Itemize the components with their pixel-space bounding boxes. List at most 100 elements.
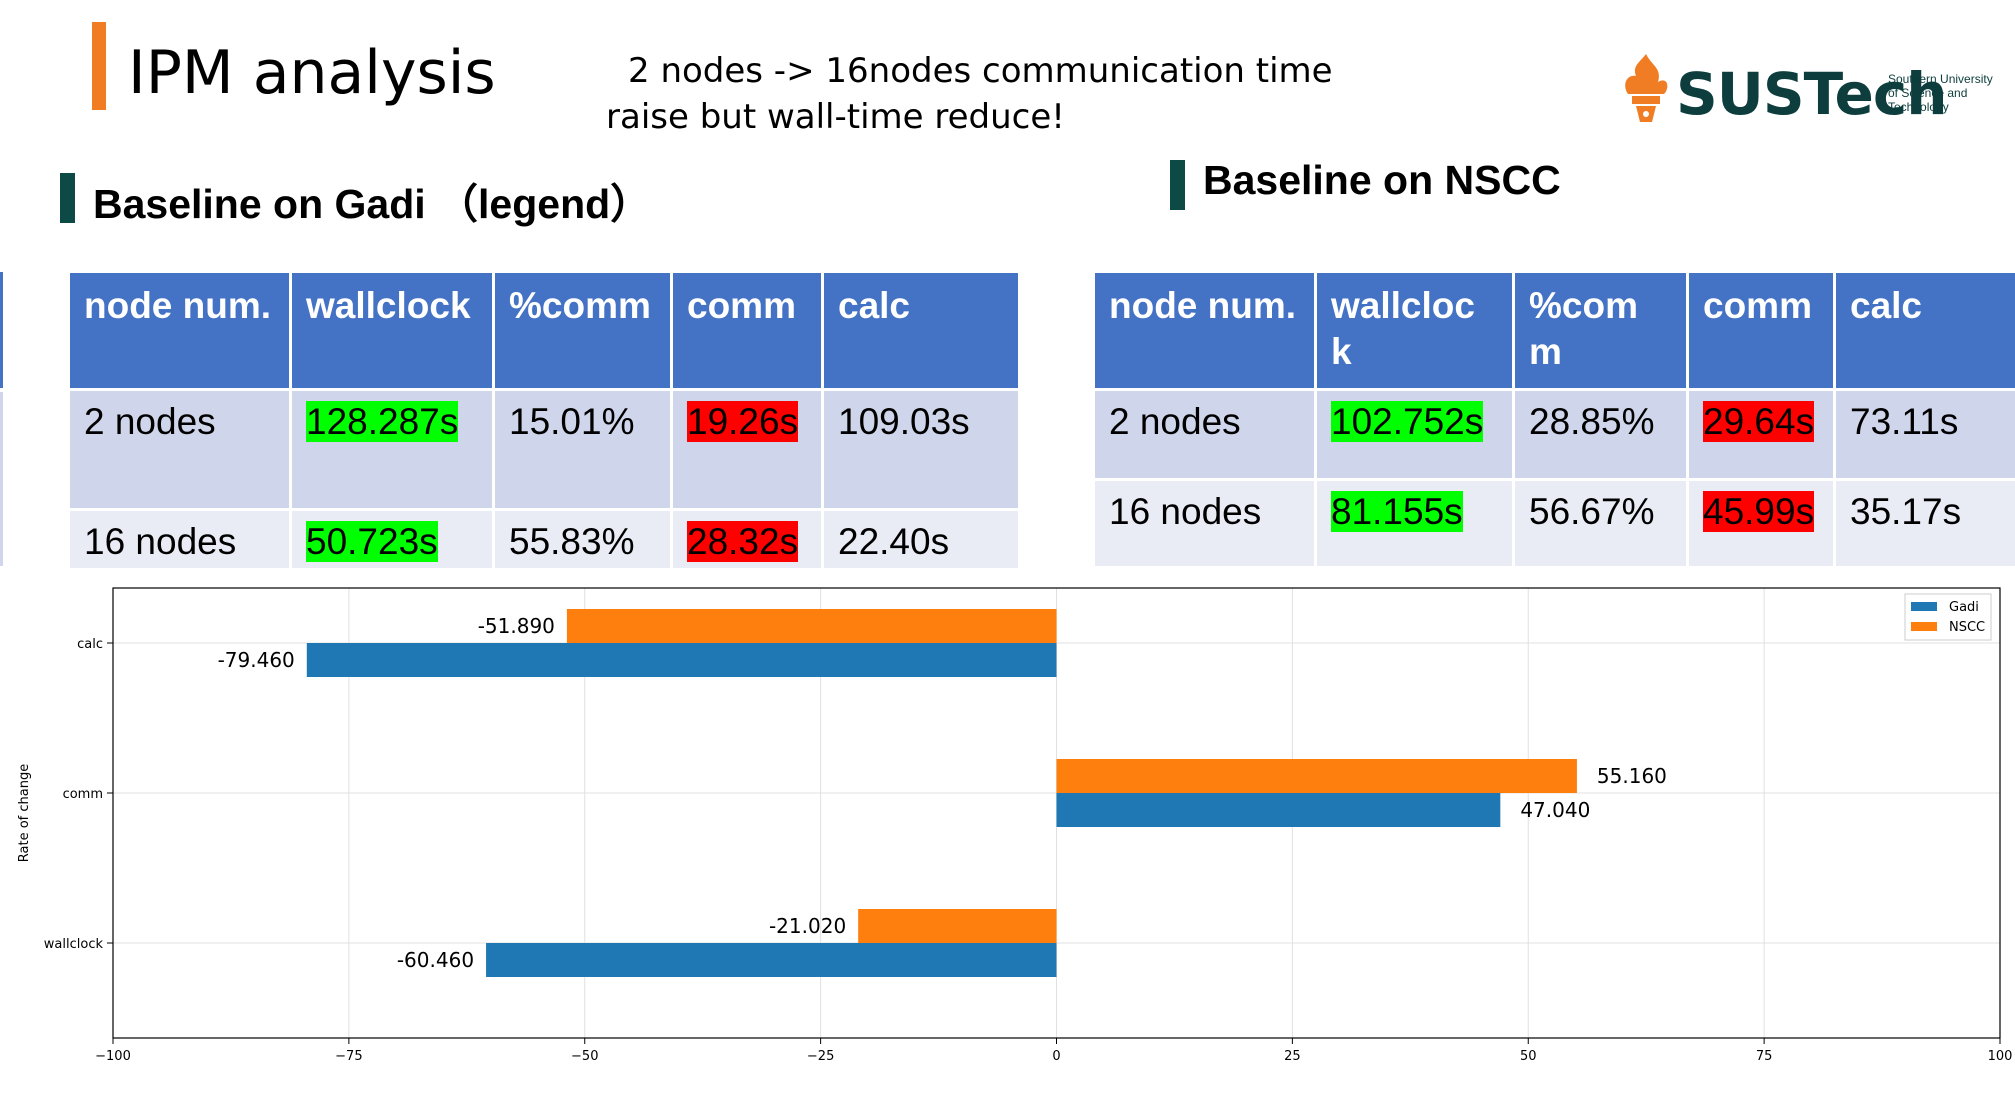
bar-gadi [486,943,1057,977]
nscc-table: node num. wallcloc k %com m comm calc 2 … [1092,270,2015,569]
gadi-col-node-num: node num. [67,270,292,391]
nscc-cell-comm: 45.99s [1686,478,1836,569]
gadi-table: node num. wallclock %comm comm calc 2 no… [67,270,1021,571]
x-tick-label: 25 [1284,1049,1301,1064]
table-row: 16 nodes 50.723s 55.83% 28.32s 22.40s [67,508,1021,571]
gadi-cell-comm: 28.32s [670,508,824,571]
gadi-cell-calc: 22.40s [821,508,1021,571]
nscc-col-comm: comm [1686,270,1836,391]
sustech-logo: SUSTech Southern University of Science a… [1618,52,2003,132]
x-tick-label: −100 [95,1049,131,1064]
logo-sub-line-3: Technology [1888,100,1949,114]
nscc-cell-nodes: 2 nodes [1092,388,1317,481]
nscc-cell-pct-comm: 56.67% [1512,478,1689,569]
chart-axes: −100 −75 −50 −25 0 25 50 75 100 calc comm wallclock… [17,587,2013,1064]
legend-label: NSCC [1949,620,1985,635]
gadi-heading-bar [60,173,75,223]
nscc-heading: Baseline on NSCC [1203,157,1561,203]
left-edge-decoration-2 [0,392,3,566]
data-label: 55.160 [1597,764,1667,788]
data-label: 47.040 [1520,798,1590,822]
data-label: -79.460 [218,648,295,672]
nscc-cell-calc: 35.17s [1833,478,2015,569]
y-tick-label: calc [77,637,103,652]
bar-gadi [306,643,1057,677]
gadi-col-wallclock: wallclock [289,270,495,391]
bar-nscc [566,609,1057,643]
y-axis-label: Rate of change [17,764,32,862]
subtitle-line-1: 2 nodes -> 16nodes communication time [628,51,1333,91]
highlighted-value: 81.155s [1331,491,1463,532]
nscc-cell-nodes: 16 nodes [1092,478,1317,569]
highlighted-value: 19.26s [687,401,799,442]
nscc-cell-wallclock: 81.155s [1314,478,1515,569]
nscc-col-calc: calc [1833,270,2015,391]
gadi-col-comm: comm [670,270,824,391]
table-row: 16 nodes 81.155s 56.67% 45.99s 35.17s [1092,478,2015,569]
gadi-cell-wallclock: 50.723s [289,508,495,571]
rate-of-change-chart: -51.890 -79.460 55.160 47.040 -21.020 -60.460… [17,587,2013,1064]
x-tick-label: −75 [335,1049,362,1064]
highlighted-value: 28.32s [687,521,799,562]
gadi-cell-pct-comm: 15.01% [492,388,673,511]
legend-swatch-nscc [1911,622,1937,631]
table-row: 2 nodes 128.287s 15.01% 19.26s 109.03s [67,388,1021,511]
title-accent-bar [92,22,106,110]
chart-legend: Gadi NSCC [1904,593,1992,641]
logo-subtext: Southern University of Science and Techn… [1888,72,1993,114]
nscc-cell-comm: 29.64s [1686,388,1836,481]
plot-frame [112,587,2001,1039]
nscc-header-row: node num. wallcloc k %com m comm calc [1092,270,2015,391]
y-tick-label: comm [63,787,103,802]
bar-nscc [858,909,1057,943]
gadi-col-pct-comm: %comm [492,270,673,391]
x-tick-label: 50 [1520,1049,1537,1064]
x-tick-label: −25 [807,1049,834,1064]
gadi-cell-comm: 19.26s [670,388,824,511]
x-tick-label: −50 [571,1049,598,1064]
page-title: IPM analysis [128,38,496,108]
table-row: 2 nodes 102.752s 28.85% 29.64s 73.11s [1092,388,2015,481]
gadi-cell-pct-comm: 55.83% [492,508,673,571]
nscc-col-node-num: node num. [1092,270,1317,391]
gadi-cell-calc: 109.03s [821,388,1021,511]
nscc-cell-calc: 73.11s [1833,388,2015,481]
legend-box [1904,593,1992,641]
nscc-col-wallclock: wallcloc k [1314,270,1515,391]
data-label: -51.890 [478,614,555,638]
nscc-cell-wallclock: 102.752s [1314,388,1515,481]
gadi-cell-nodes: 2 nodes [67,388,292,511]
highlighted-value: 45.99s [1703,491,1815,532]
data-label: -60.460 [397,948,474,972]
gadi-cell-wallclock: 128.287s [289,388,495,511]
y-tick-label: wallclock [44,937,104,952]
subtitle-line-2: raise but wall-time reduce! [606,97,1065,137]
x-tick-label: 0 [1052,1049,1060,1064]
gadi-col-calc: calc [821,270,1021,391]
highlighted-value: 50.723s [306,521,438,562]
legend-label: Gadi [1949,600,1979,615]
logo-sub-line-2: of Science and [1888,86,1968,100]
x-tick-label: 100 [1988,1049,2013,1064]
nscc-heading-bar [1170,160,1185,210]
gadi-heading: Baseline on Gadi （legend） [93,181,652,227]
bar-nscc [1056,759,1577,793]
logo-sub-line-1: Southern University [1888,72,1993,86]
legend-swatch-gadi [1911,602,1937,611]
chart-data-labels: -51.890 -79.460 55.160 47.040 -21.020 -60.460 [218,614,1667,972]
highlighted-value: 128.287s [306,401,459,442]
page-subtitle: 2 nodes -> 16nodes communication time ra… [606,48,1333,140]
x-tick-label: 75 [1756,1049,1773,1064]
highlighted-value: 102.752s [1331,401,1484,442]
nscc-cell-pct-comm: 28.85% [1512,388,1689,481]
gadi-cell-nodes: 16 nodes [67,508,292,571]
highlighted-value: 29.64s [1703,401,1815,442]
gadi-header-row: node num. wallclock %comm comm calc [67,270,1021,391]
torch-flame-icon [1625,54,1668,122]
bar-gadi [1056,793,1501,827]
data-label: -21.020 [769,914,846,938]
left-edge-decoration [0,272,3,388]
logo-wordmark: SUSTech [1676,60,1948,128]
nscc-col-pct-comm: %com m [1512,270,1689,391]
chart-bars [306,609,1577,977]
